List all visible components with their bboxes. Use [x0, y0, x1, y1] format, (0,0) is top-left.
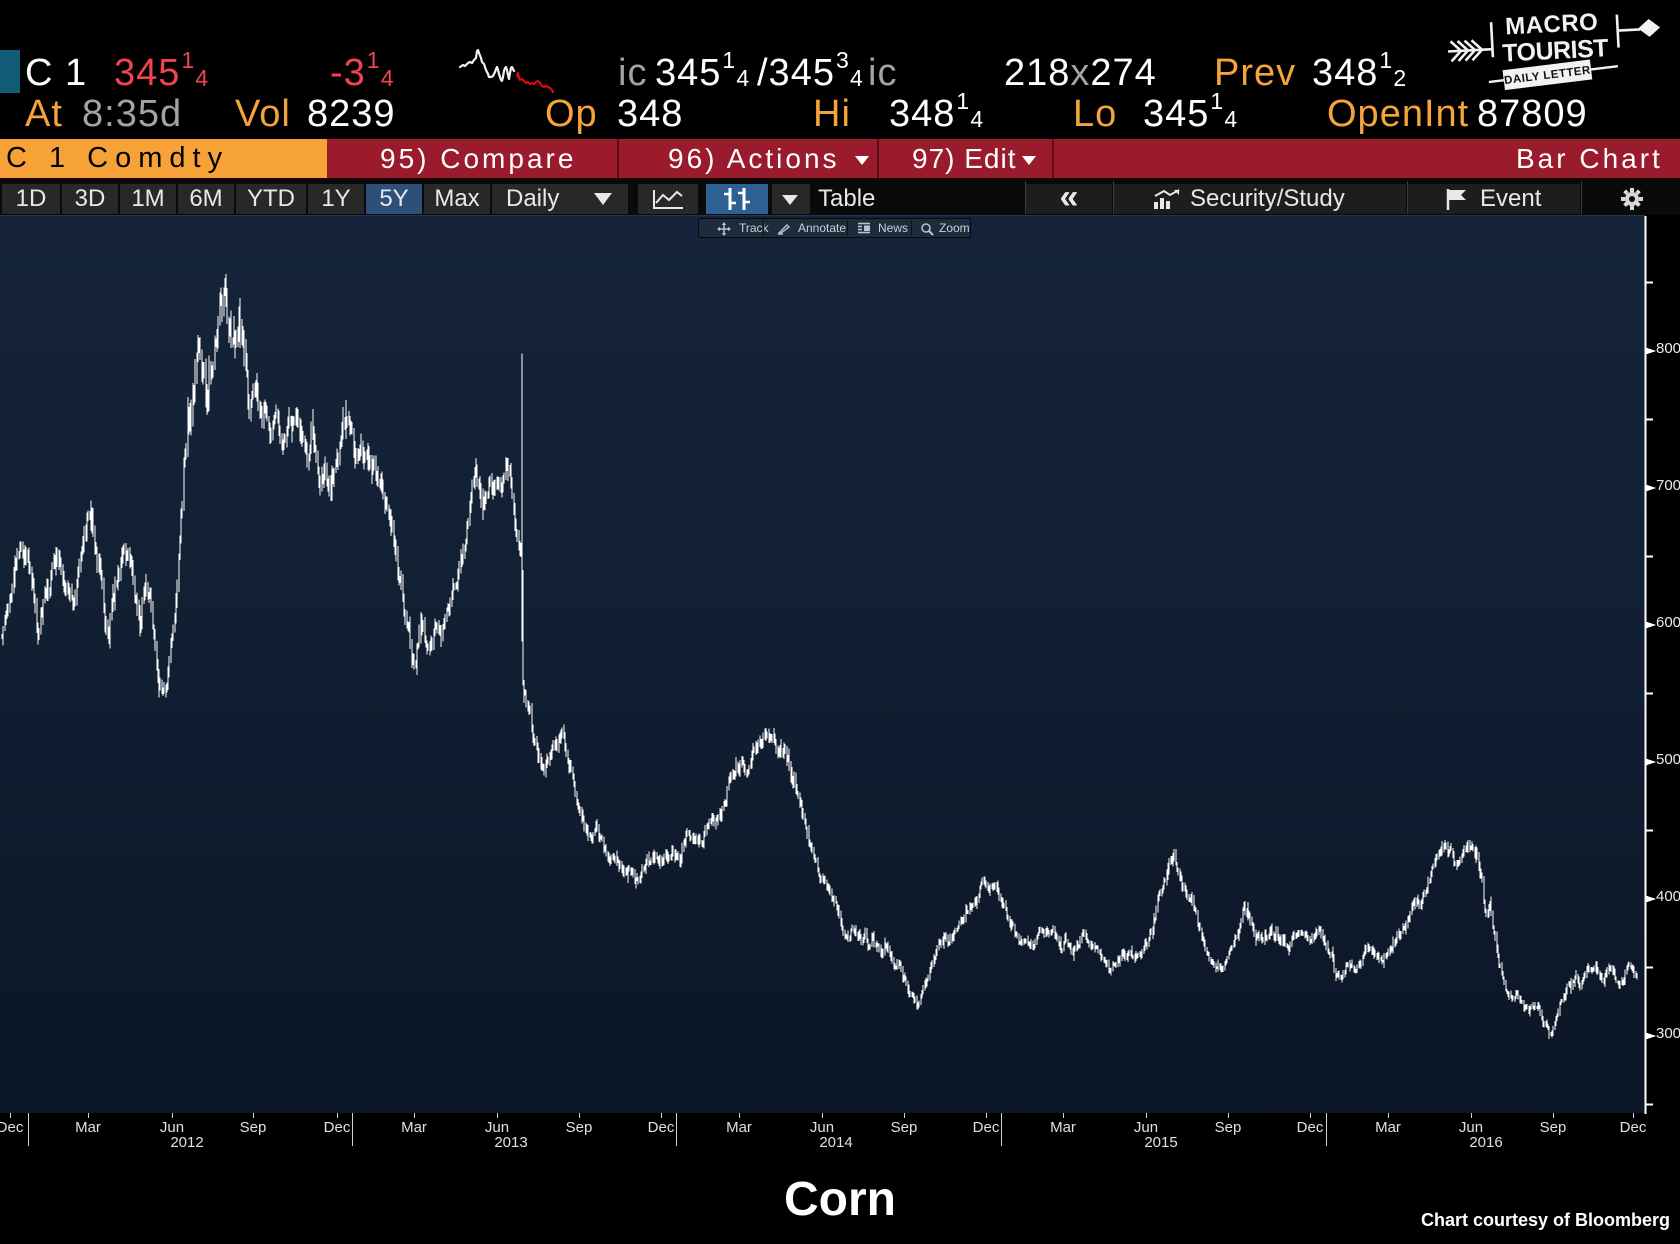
svg-text:MACRO: MACRO — [1505, 9, 1599, 41]
svg-text:TOURIST: TOURIST — [1502, 34, 1609, 68]
